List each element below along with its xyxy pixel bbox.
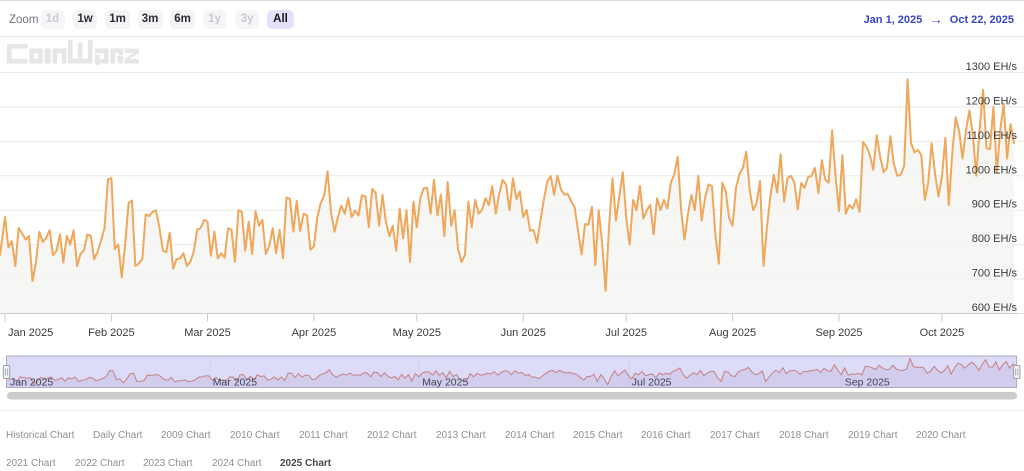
svg-text:Aug 2025: Aug 2025 [709,327,756,339]
svg-text:Mar 2025: Mar 2025 [213,377,258,389]
svg-text:1300 EH/s: 1300 EH/s [966,61,1018,73]
svg-text:1100 EH/s: 1100 EH/s [966,130,1017,142]
svg-text:700 EH/s: 700 EH/s [972,268,1018,280]
svg-text:600 EH/s: 600 EH/s [972,302,1018,314]
svg-text:Mar 2025: Mar 2025 [184,327,230,339]
svg-text:900 EH/s: 900 EH/s [972,199,1018,211]
svg-text:1000 EH/s: 1000 EH/s [966,164,1018,176]
svg-text:Feb 2025: Feb 2025 [88,327,134,339]
svg-text:Sep 2025: Sep 2025 [815,327,862,339]
svg-text:Jan 2025: Jan 2025 [10,377,53,389]
svg-text:Apr 2025: Apr 2025 [292,327,337,339]
svg-text:Jan 2025: Jan 2025 [8,327,53,339]
svg-text:Jul 2025: Jul 2025 [605,327,647,339]
svg-text:Jul 2025: Jul 2025 [632,377,672,389]
svg-text:May 2025: May 2025 [393,327,441,339]
svg-text:Sep 2025: Sep 2025 [845,377,890,389]
svg-text:Oct 2025: Oct 2025 [920,327,965,339]
svg-text:Jun 2025: Jun 2025 [501,327,546,339]
svg-text:800 EH/s: 800 EH/s [972,233,1018,245]
svg-text:1200 EH/s: 1200 EH/s [966,95,1018,107]
svg-text:May 2025: May 2025 [422,377,468,389]
